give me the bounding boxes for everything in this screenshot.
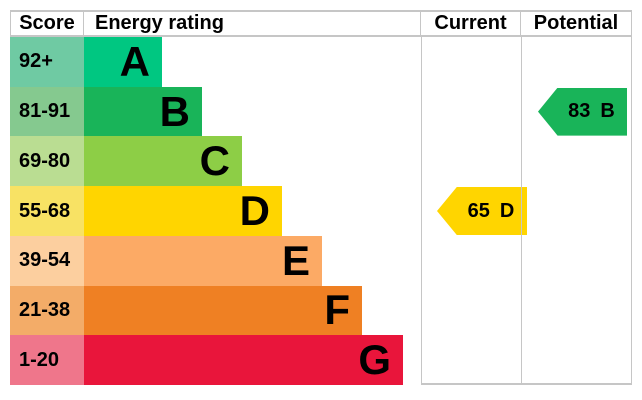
header-score: Score — [11, 12, 84, 35]
header-potential: Potential — [520, 12, 631, 35]
band-row-f: 21-38 F — [10, 285, 631, 336]
band-row-d: 55-68 D — [10, 186, 631, 236]
band-score-range: 55-68 — [10, 186, 84, 236]
band-bar-e: E — [84, 235, 322, 286]
band-letter: C — [199, 137, 230, 185]
current-score-value: 65 — [467, 199, 490, 222]
band-letter: B — [159, 87, 190, 135]
band-row-a: 92+ A — [10, 37, 631, 87]
band-letter: G — [358, 336, 391, 384]
band-row-c: 69-80 C — [10, 136, 631, 187]
band-bar-g: G — [84, 335, 403, 386]
band-row-e: 39-54 E — [10, 235, 631, 286]
epc-energy-rating-chart: Score Energy rating Current Potential 92… — [10, 10, 632, 386]
potential-column: 83 B — [521, 37, 632, 385]
band-bar-f: F — [84, 285, 362, 336]
band-letter: F — [324, 286, 350, 334]
header-current: Current — [420, 12, 520, 35]
band-letter: E — [281, 236, 310, 284]
band-bar-d: D — [84, 186, 282, 236]
bands-body: 92+ A 81-91 B 69-80 C 55-68 D 39-54 — [10, 37, 631, 386]
band-bar-b: B — [84, 86, 202, 137]
band-bar-c: C — [84, 136, 242, 187]
table-header: Score Energy rating Current Potential — [10, 10, 631, 37]
potential-rating-arrow: 83 B — [538, 87, 627, 136]
potential-score-value: 83 — [568, 100, 591, 123]
band-score-range: 39-54 — [10, 235, 84, 286]
current-rating-letter: D — [499, 199, 515, 222]
band-score-range: 69-80 — [10, 136, 84, 187]
band-score-range: 21-38 — [10, 285, 84, 336]
band-row-g: 1-20 G — [10, 335, 631, 386]
band-letter: D — [239, 187, 270, 235]
band-row-b: 81-91 B — [10, 86, 631, 137]
band-score-range: 81-91 — [10, 86, 84, 137]
current-rating-arrow: 65 D — [437, 187, 527, 235]
current-column: 65 D — [421, 37, 527, 385]
band-bar-a: A — [84, 37, 162, 87]
band-score-range: 1-20 — [10, 335, 84, 386]
potential-rating-letter: B — [600, 100, 615, 123]
band-score-range: 92+ — [10, 37, 84, 87]
band-letter: A — [119, 37, 150, 85]
header-energy-rating: Energy rating — [95, 12, 224, 34]
